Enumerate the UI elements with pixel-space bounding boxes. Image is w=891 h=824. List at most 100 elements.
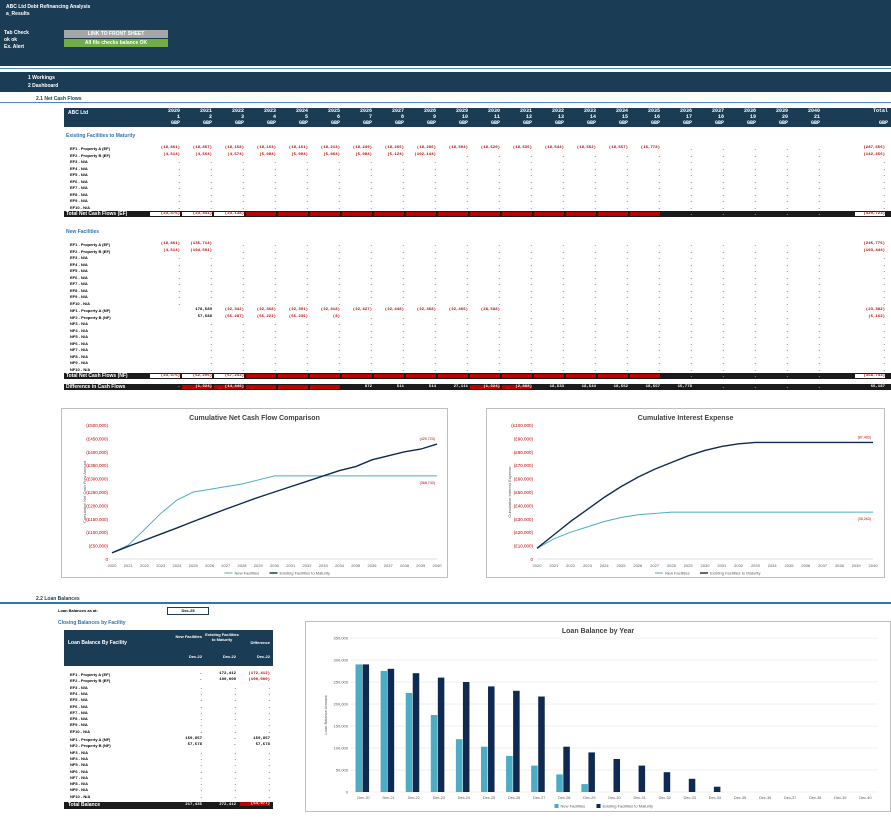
total-diff: (54,977) [240, 802, 270, 806]
cell-empty: - [530, 255, 532, 260]
cell-empty: - [690, 327, 692, 333]
file-checks-button[interactable]: All file checks balance OK [64, 39, 168, 47]
x-tick-label: 2039 [852, 563, 862, 568]
cell-empty: - [626, 268, 628, 273]
cell-empty: - [658, 248, 660, 254]
x-tick-label: 2024 [600, 563, 610, 568]
row-total-empty: - [883, 360, 885, 365]
loan-cell-empty: - [200, 781, 202, 787]
cell-empty: - [306, 321, 308, 326]
cell-empty: - [370, 353, 372, 359]
cell-empty: - [306, 274, 308, 280]
x-tick-label: Dec-30 [608, 796, 620, 800]
cell-empty: - [690, 300, 692, 306]
cell-empty: - [818, 360, 820, 365]
loan-row-label: NF5 - N/A [70, 762, 88, 768]
cell-empty: - [338, 360, 340, 365]
cell-empty: - [242, 178, 244, 184]
cell-empty: - [242, 300, 244, 306]
cell-empty: - [402, 185, 404, 190]
cell-empty: - [466, 242, 468, 247]
loan-row-label: EF4 - N/A [70, 690, 88, 696]
period-number: 16 [653, 114, 660, 120]
cell-empty: - [530, 159, 532, 164]
cell-empty: - [754, 287, 756, 293]
cell-empty: - [818, 261, 820, 267]
x-tick-label: 2033 [751, 563, 761, 568]
year-header: 2033 [583, 108, 596, 114]
chart3-title: Loan Balance by Year [561, 628, 635, 635]
total-cell-overflow [630, 212, 660, 216]
col-diff: Difference [250, 640, 270, 645]
nav-workings[interactable]: 1 Workings [28, 75, 55, 81]
total-cell-overflow [438, 374, 468, 378]
x-tick-label: Dec-23 [433, 796, 445, 800]
cell-empty: - [626, 314, 628, 320]
currency-label: GBP [586, 120, 596, 126]
row-total-empty: - [883, 165, 885, 171]
total-cell-overflow [374, 374, 404, 378]
cell-empty: - [722, 242, 724, 247]
cell-empty: - [338, 334, 340, 339]
loan-date-input[interactable]: Dec-25 [167, 607, 209, 615]
cell-empty: - [466, 204, 468, 210]
row-label: EF10 - N/A [70, 300, 91, 306]
loan-cell-empty: - [268, 709, 270, 715]
total-exist: 272,412 [219, 803, 236, 807]
cell-empty: - [786, 321, 788, 326]
year-header: 2038 [743, 108, 756, 114]
cell-empty: - [530, 353, 532, 359]
loan-cell-empty: - [200, 703, 202, 709]
cell-empty: - [626, 340, 628, 346]
cell-empty: - [274, 178, 276, 184]
total-cell-empty: - [754, 373, 756, 378]
total-cell-empty: - [754, 211, 756, 216]
cell-empty: - [690, 274, 692, 280]
bar [462, 682, 470, 792]
loan-cell: (172,412) [248, 672, 270, 676]
cell-value: (5,084) [355, 152, 372, 157]
total-cell-overflow [342, 212, 372, 216]
cell-empty: - [658, 340, 660, 346]
cell-value: (4,514) [163, 248, 180, 253]
cell-empty: - [626, 287, 628, 293]
cell-empty: - [242, 347, 244, 352]
period-number: 10 [461, 114, 468, 120]
cell-empty: - [242, 242, 244, 247]
link-front-sheet-button[interactable]: LINK TO FRONT SHEET [64, 30, 168, 38]
x-tick-label: Dec-40 [859, 796, 871, 800]
cell-empty: - [434, 347, 436, 352]
row-total: (142,256) [863, 152, 885, 157]
cell-empty: - [754, 274, 756, 280]
total-nf-label: Total Net Cash Flows (NF) [66, 373, 128, 379]
bar [713, 786, 721, 792]
cell-empty: - [434, 159, 436, 164]
cell-empty: - [786, 334, 788, 339]
cell-empty: - [498, 185, 500, 190]
cell-empty: - [786, 366, 788, 372]
loan-cell-empty: - [234, 722, 236, 728]
total-cell-overflow [342, 374, 372, 378]
cell-empty: - [562, 172, 564, 177]
row-label: NF4 - N/A [70, 327, 88, 333]
cell-empty: - [178, 255, 180, 260]
cell-empty: - [626, 353, 628, 359]
cell-empty: - [530, 248, 532, 254]
cell-empty: - [434, 204, 436, 210]
row-total-empty: - [883, 321, 885, 326]
period-number: 8 [400, 114, 404, 120]
row-label: NF7 - N/A [70, 347, 88, 352]
tab-check-value: ok ok [4, 37, 18, 43]
cell-empty: - [402, 366, 404, 372]
x-tick-label: 2025 [189, 563, 199, 568]
cell-empty: - [178, 185, 180, 190]
cell-empty: - [274, 300, 276, 306]
cell-value: 57,588 [197, 314, 212, 319]
cell-empty: - [242, 255, 244, 260]
loan-cell-empty: - [234, 793, 236, 799]
cell-empty: - [530, 268, 532, 273]
cell-empty: - [786, 347, 788, 352]
loan-table-header: Loan Balance By Facility New Facilities … [64, 630, 273, 666]
section-loan-balances: 2.2 Loan Balances [36, 596, 80, 602]
nav-dashboard[interactable]: 2 Dashboard [28, 83, 59, 89]
